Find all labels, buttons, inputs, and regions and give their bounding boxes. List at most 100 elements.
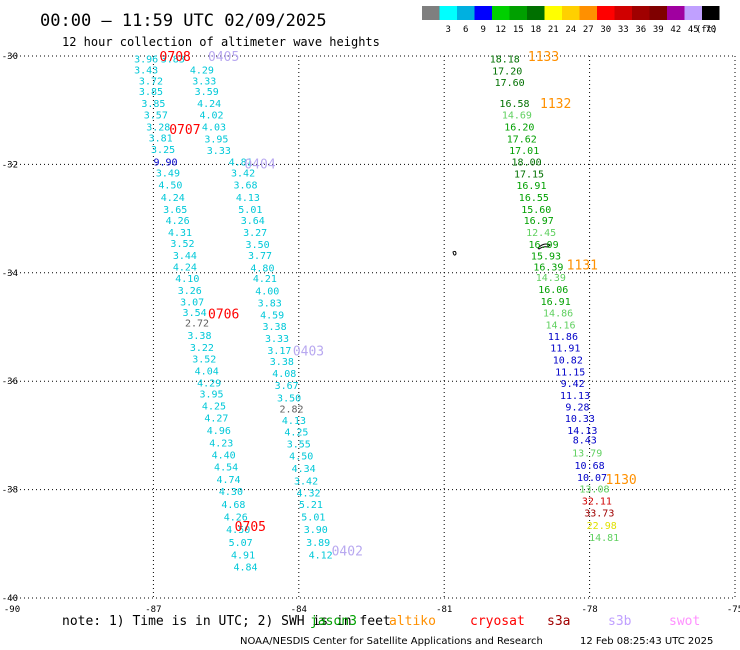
legend-swatch [492,6,510,20]
wave-height-label: 3.83 [161,55,185,66]
timestamp-text: 12 Feb 08:25:43 UTC 2025 [580,636,713,647]
wave-height-label: 4.32 [296,488,320,499]
wave-height-label: 5.01 [301,513,325,524]
wave-height-label: 3.38 [263,322,287,333]
wave-height-label: 33.73 [584,508,614,519]
chart-title: 00:00 – 11:59 UTC 02/09/2025 [40,11,327,31]
satellite-cryosat: cryosat [470,614,525,629]
wave-height-label: 11.91 [550,344,580,355]
wave-height-label: 3.27 [243,228,267,239]
wave-height-label: 4.96 [207,426,231,437]
wave-height-label: 3.49 [156,169,180,180]
wave-height-label: 22.98 [587,521,617,532]
wave-height-label: 16.91 [516,181,546,192]
wave-height-label: 10.33 [565,414,595,425]
legend-label: 36 [635,25,646,35]
wave-height-label: 3.85 [139,87,163,98]
legend-label: 15 [513,25,524,35]
wave-height-label: 17.60 [495,78,525,89]
pass-label: 1131 [567,259,598,274]
wave-height-label: 3.33 [207,146,231,157]
wave-height-label: 2.72 [185,319,209,330]
wave-height-label: 15.60 [521,205,551,216]
pass-label: 0708 [160,50,191,65]
pass-label: 0706 [208,307,239,322]
wave-height-label: 3.89 [306,538,330,549]
satellite-jason3: jason3 [310,614,357,629]
y-tick-label: -40 [2,594,18,604]
legend-swatch [439,6,457,20]
y-tick-label: -36 [2,377,18,387]
wave-height-label: 4.80 [250,263,274,274]
x-tick-label: -75 [727,605,740,615]
wave-height-label: 3.95 [200,390,224,401]
wave-height-label: 14.39 [536,273,566,284]
satellite-altiko: altiko [389,614,436,629]
x-tick-label: -78 [581,605,597,615]
legend-label: 42 [670,25,681,35]
wave-height-label: 3.07 [180,298,204,309]
legend-swatch [649,6,667,20]
legend-label: 33 [618,25,629,35]
wave-height-label: 16.09 [529,240,559,251]
legend-swatch [457,6,475,20]
color-legend: 3 6 9 12 15 18 21 24 27 30 33 36 39 42 45 70(ft) [422,6,720,35]
wave-height-label: 4.59 [260,311,284,322]
legend-label: 6 [463,25,468,35]
pass-label: 0405 [208,50,239,65]
legend-swatch [544,6,562,20]
wave-height-label: 4.10 [175,274,199,285]
wave-height-label: 9.28 [565,403,589,414]
wave-height-label: 14.16 [545,320,575,331]
wave-height-label: 4.50 [226,525,250,536]
wave-height-label: 5.21 [299,500,323,511]
legend-label: 70 [705,25,716,35]
wave-height-label: 4.31 [168,228,192,239]
legend-swatch [527,6,545,20]
wave-height-label: 4.00 [255,287,279,298]
wave-height-label: 3.42 [294,476,318,487]
legend-label: 27 [583,25,594,35]
wave-height-label: 3.72 [139,76,163,87]
wave-height-label: 4.25 [284,428,308,439]
wave-height-label: 13.79 [572,449,602,460]
wave-height-label: 18.00 [512,158,542,169]
wave-height-label: 9.90 [153,158,177,169]
legend-label: 21 [548,25,559,35]
wave-height-label: 16.39 [533,262,563,273]
wave-height-label: 11.13 [560,391,590,402]
track-1: 3.96 3.833.433.723.853.853.573.283.813.25… [134,55,257,574]
wave-height-label: 32.11 [582,496,612,507]
legend-label: 39 [653,25,664,35]
pass-label: 1133 [528,50,559,65]
y-tick-label: -30 [2,52,18,62]
track-2: 4.293.333.594.244.024.033.953.334.813.42… [190,66,333,562]
wave-height-label: 4.26 [166,216,190,227]
pass-label: 0707 [169,123,200,138]
wave-height-label: 4.34 [292,464,316,475]
wave-height-label: 4.03 [202,122,226,133]
wave-height-label: 5.07 [229,538,253,549]
wave-height-label: 5.01 [238,205,262,216]
wave-height-label: 4.68 [221,500,245,511]
wave-height-label: 14.13 [567,426,597,437]
legend-swatch [614,6,632,20]
legend-swatch [597,6,615,20]
legend-label: 3 [446,25,451,35]
pass-label: 0403 [293,344,324,359]
satellite-s3b: s3b [608,614,632,629]
wave-height-label: 4.50 [289,451,313,462]
wave-height-label: 14.69 [502,111,532,122]
wave-height-label: 16.20 [504,122,534,133]
wave-height-label: 4.23 [209,438,233,449]
wave-height-label: 3.96 [134,55,158,66]
legend-unit: (ft) [696,25,718,35]
y-tick-label: -38 [2,486,18,496]
y-tick-label: -34 [2,269,18,279]
legend-swatch [632,6,650,20]
wave-height-label: 3.85 [141,99,165,110]
wave-height-label: 10.82 [553,356,583,367]
pass-label: 1132 [540,97,571,112]
